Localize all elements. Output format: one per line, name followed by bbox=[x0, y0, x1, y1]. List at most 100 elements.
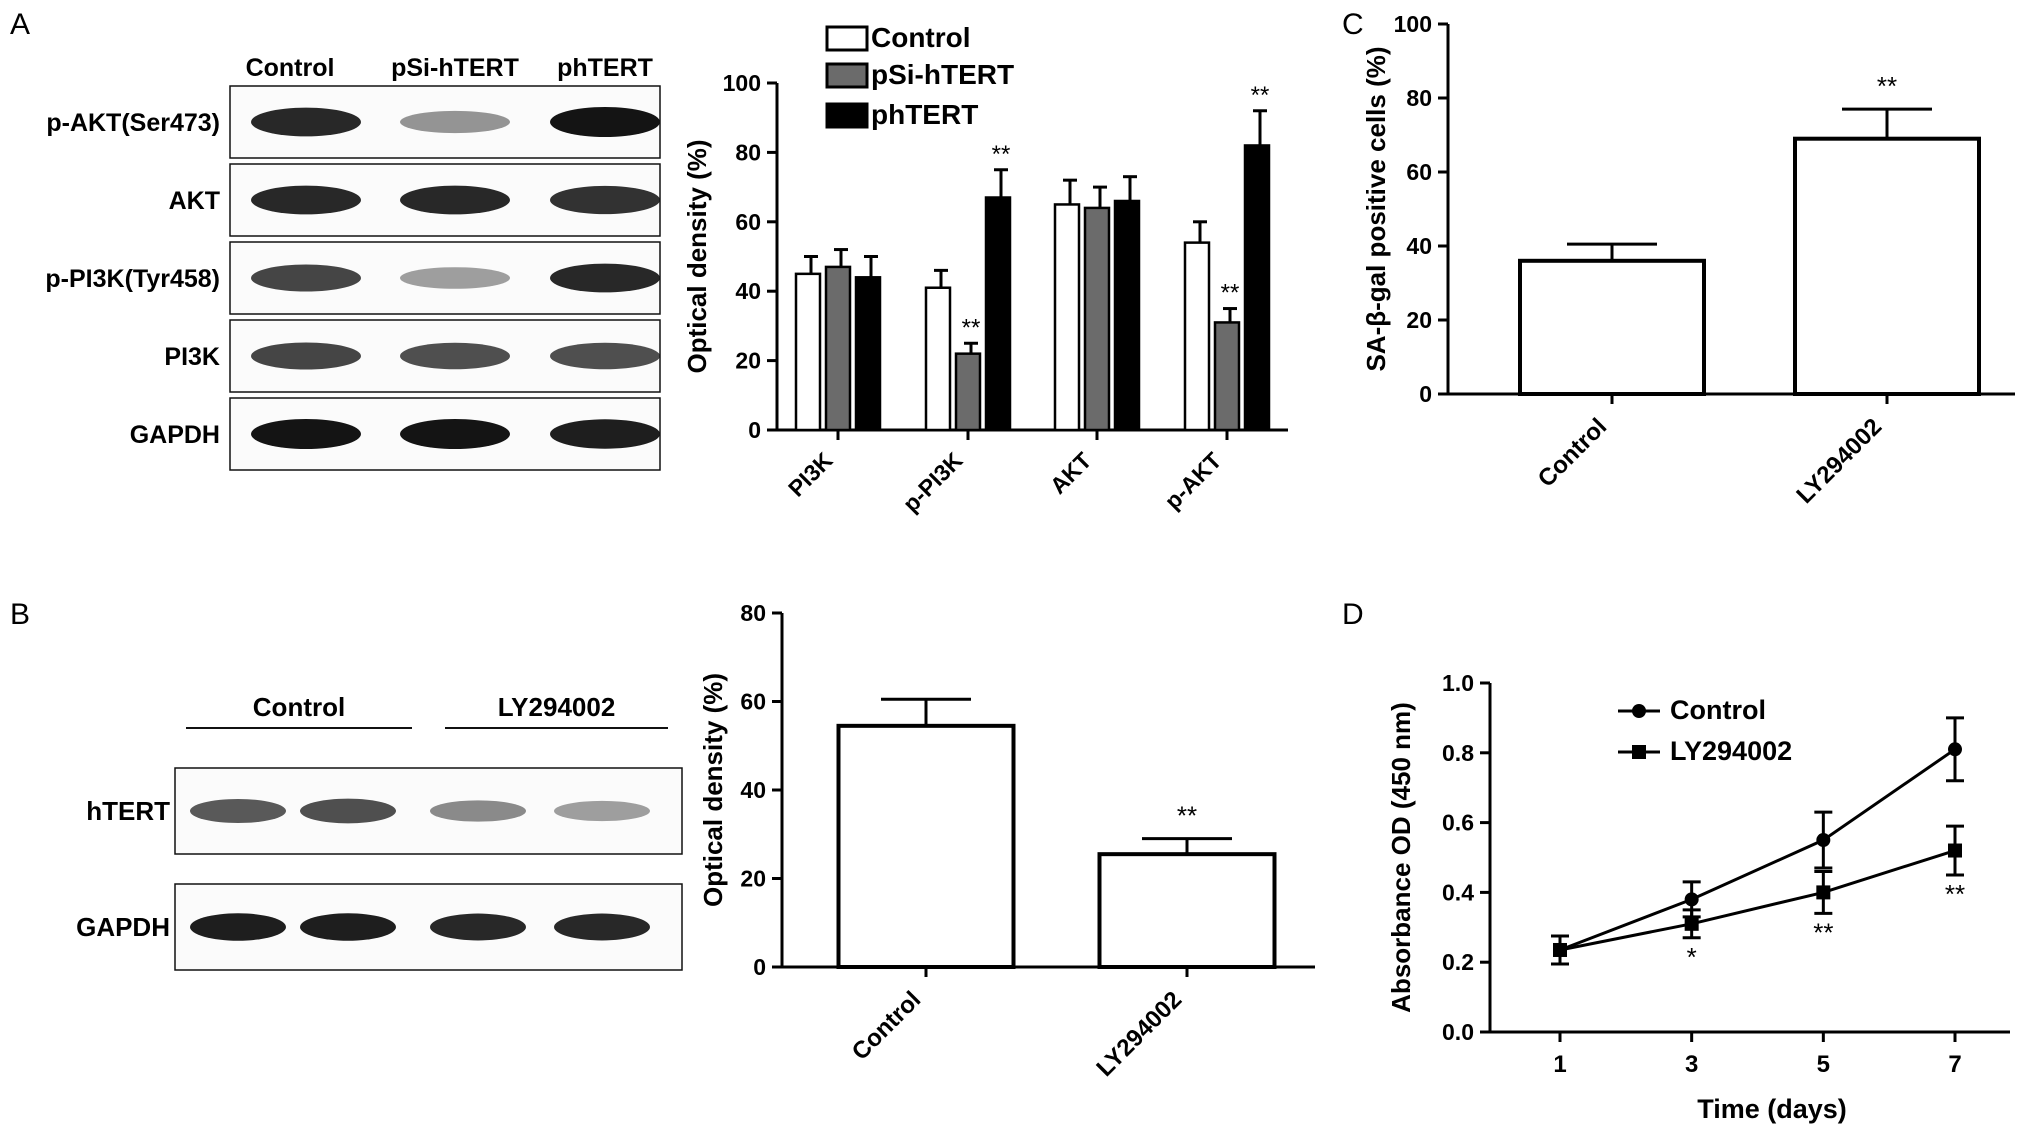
chart-d-point-ly294002 bbox=[1553, 942, 1567, 957]
chart-a-bar-p-pi3k-phtert bbox=[984, 196, 1012, 432]
chart-a-bar-p-pi3k-control bbox=[924, 286, 952, 432]
chart-a-y-tick-label: 100 bbox=[723, 70, 761, 96]
blot-b-band-htert-1 bbox=[190, 798, 286, 824]
chart-d-point-ly294002 bbox=[1684, 916, 1699, 931]
blot-b-band-gapdh-1 bbox=[190, 913, 286, 941]
blot-a-lane-label-psi-htert: pSi-hTERT bbox=[391, 54, 519, 82]
chart-a-bar-p-akt-phtert bbox=[1243, 144, 1271, 432]
blot-a-band-p-pi3k-tyr458-2 bbox=[400, 267, 510, 289]
chart-b-y-axis-label: Optical density (%) bbox=[698, 673, 728, 907]
chart-d-legend-marker-control bbox=[1632, 704, 1646, 718]
chart-b-bar-control bbox=[836, 723, 1016, 970]
bar-chart-a: 0 20 40 60 80 100 Optical density (%) PI3K p-PI3… bbox=[682, 22, 1288, 517]
blot-a-band-akt-1 bbox=[251, 185, 361, 215]
chart-c-y-tick-label: 0 bbox=[1419, 381, 1432, 407]
chart-a-bar-pi3k-control bbox=[794, 272, 822, 432]
chart-a-bar-pi3k-psi-htert bbox=[824, 265, 852, 432]
chart-a-bar-p-pi3k-psi-htert bbox=[954, 352, 982, 432]
chart-b-x-tick-label-control: Control bbox=[847, 986, 926, 1065]
chart-d-y-axis-label: Absorbance OD (450 nm) bbox=[1386, 702, 1416, 1013]
chart-a-significance-mark: ** bbox=[1221, 280, 1240, 307]
chart-d-significance-mark: * bbox=[1687, 942, 1697, 972]
chart-a-bar-p-akt-control bbox=[1183, 241, 1211, 432]
chart-a-y-tick-label: 60 bbox=[735, 209, 761, 235]
chart-a-significance-mark: ** bbox=[992, 141, 1011, 168]
blot-a-row-label-p-akt-ser473: p-AKT(Ser473) bbox=[46, 109, 220, 137]
chart-d-point-ly294002 bbox=[1816, 885, 1831, 900]
chart-d-point-control bbox=[1816, 833, 1831, 848]
blot-b-band-gapdh-2 bbox=[300, 913, 396, 941]
blot-a-band-p-akt-ser473-2 bbox=[400, 110, 510, 134]
chart-c-y-tick-label: 20 bbox=[1406, 307, 1432, 333]
blot-b-row-label-htert: hTERT bbox=[86, 796, 170, 826]
blot-b-group-label-control: Control bbox=[253, 692, 345, 722]
chart-a-legend-swatch-psi-htert bbox=[825, 62, 869, 89]
chart-b-y-tick-label: 40 bbox=[740, 777, 766, 803]
chart-c-y-tick-label: 80 bbox=[1406, 85, 1432, 111]
blot-a-band-gapdh-1 bbox=[251, 419, 361, 449]
chart-d-y-tick-label: 0.2 bbox=[1442, 949, 1474, 975]
panel-letter-a: A bbox=[10, 8, 30, 41]
chart-c-bar-control bbox=[1518, 258, 1706, 396]
chart-a-y-tick-label: 40 bbox=[735, 278, 761, 304]
chart-a-bar-p-akt-psi-htert bbox=[1213, 321, 1241, 432]
blot-a-lane-label-control: Control bbox=[246, 54, 335, 82]
chart-c-y-tick-label: 40 bbox=[1406, 233, 1432, 259]
blot-a-band-gapdh-3 bbox=[550, 419, 660, 449]
chart-b-significance-mark: ** bbox=[1177, 801, 1197, 831]
blot-a-row-label-pi3k: PI3K bbox=[164, 343, 220, 371]
chart-b-y-tick-label: 0 bbox=[753, 954, 766, 980]
blot-a-row-label-p-pi3k-tyr458: p-PI3K(Tyr458) bbox=[45, 265, 220, 293]
bar-chart-b: 0 20 40 60 80 Optical density (%) Control LY294… bbox=[698, 600, 1315, 1082]
western-blot-a: Control pSi-hTERT phTERT p-AKT(Ser473) AKT p-… bbox=[45, 54, 661, 471]
chart-d-x-axis-label: Time (days) bbox=[1697, 1094, 1847, 1124]
blot-a-band-pi3k-3 bbox=[550, 342, 660, 370]
chart-a-x-tick-label-p-pi3k: p-PI3K bbox=[898, 447, 968, 517]
chart-d-x-tick-label: 7 bbox=[1948, 1051, 1961, 1078]
blot-a-row-label-akt: AKT bbox=[169, 187, 220, 215]
blot-a-band-pi3k-2 bbox=[400, 342, 510, 370]
chart-a-legend-label-psi-htert: pSi-hTERT bbox=[871, 59, 1014, 90]
blot-b-row-label-gapdh: GAPDH bbox=[76, 912, 170, 942]
chart-d-significance-mark: ** bbox=[1945, 879, 1965, 909]
chart-b-bar-ly294002 bbox=[1097, 852, 1277, 969]
chart-d-y-tick-label: 0.8 bbox=[1442, 740, 1474, 766]
chart-d-y-tick-label: 0.4 bbox=[1442, 879, 1474, 905]
chart-a-y-tick-label: 0 bbox=[748, 417, 761, 443]
chart-d-y-tick-label: 0.6 bbox=[1442, 810, 1474, 836]
chart-c-bar-ly294002 bbox=[1793, 136, 1981, 396]
chart-d-legend-label-ly294002: LY294002 bbox=[1670, 736, 1792, 766]
blot-b-band-htert-3 bbox=[430, 800, 526, 822]
blot-a-band-pi3k-1 bbox=[251, 342, 361, 370]
chart-a-bar-akt-psi-htert bbox=[1083, 206, 1111, 432]
blot-a-band-akt-2 bbox=[400, 185, 510, 215]
chart-a-significance-mark: ** bbox=[962, 314, 981, 341]
chart-d-y-tick-label: 1.0 bbox=[1442, 670, 1474, 696]
chart-c-y-tick-label: 100 bbox=[1394, 11, 1432, 37]
chart-d-point-control bbox=[1684, 892, 1699, 907]
chart-d-point-control bbox=[1948, 742, 1962, 757]
chart-d-point-ly294002 bbox=[1948, 843, 1962, 858]
chart-a-bar-akt-phtert bbox=[1113, 199, 1141, 432]
chart-a-legend-label-phtert: phTERT bbox=[871, 99, 978, 130]
blot-a-band-p-akt-ser473-1 bbox=[251, 107, 361, 137]
chart-d-x-tick-label: 5 bbox=[1817, 1051, 1830, 1078]
chart-c-y-tick-label: 60 bbox=[1406, 159, 1432, 185]
chart-a-legend-label-control: Control bbox=[871, 22, 971, 53]
blot-a-band-akt-3 bbox=[550, 185, 660, 215]
chart-a-bar-akt-control bbox=[1053, 203, 1081, 432]
chart-d-x-tick-label: 3 bbox=[1685, 1051, 1698, 1078]
chart-a-significance-mark: ** bbox=[1251, 82, 1270, 109]
blot-a-band-p-akt-ser473-3 bbox=[550, 107, 660, 137]
chart-a-legend-swatch-phtert bbox=[825, 102, 869, 129]
chart-d-y-tick-label: 0.0 bbox=[1442, 1019, 1474, 1045]
blot-a-band-p-pi3k-tyr458-3 bbox=[550, 263, 660, 293]
chart-d-legend-marker-ly294002 bbox=[1632, 745, 1646, 759]
chart-a-y-tick-label: 20 bbox=[735, 348, 761, 374]
chart-b-y-tick-label: 80 bbox=[740, 600, 766, 626]
blot-a-row-label-gapdh: GAPDH bbox=[130, 421, 220, 449]
blot-b-band-gapdh-3 bbox=[430, 913, 526, 941]
panel-letter-d: D bbox=[1342, 598, 1364, 631]
